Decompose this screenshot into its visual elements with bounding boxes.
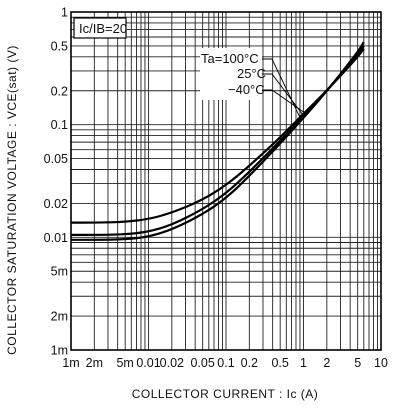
series-label-minus-40: −40°C: [228, 82, 265, 97]
series-label-ta-100: Ta=100°C: [201, 51, 259, 66]
x-tick-label: 0.5: [271, 356, 288, 370]
y-tick-label: 0.05: [44, 152, 68, 166]
leader-line-0: [262, 58, 301, 118]
x-tick-label: 5: [354, 356, 361, 370]
series-label-background: [200, 48, 262, 100]
x-axis-label: COLLECTOR CURRENT : Ic (A): [132, 387, 319, 401]
x-tick-label: 2m: [86, 356, 103, 370]
y-tick-label: 0.2: [51, 84, 68, 98]
x-tick-labels: 1m 2m 5m 0.010.02 0.05 0.1 0.2 0.5 1 2 5 10: [62, 356, 388, 370]
x-tick-label: 2: [323, 356, 330, 370]
x-tick-label: 5m: [116, 356, 133, 370]
x-tick-label: 0.02: [160, 356, 184, 370]
y-tick-labels: 1 0.5 0.2 0.1 0.05 0.02 0.01 5m 2m 1m: [44, 6, 68, 358]
y-tick-label: 0.01: [44, 231, 68, 245]
y-tick-label: 1: [61, 6, 68, 20]
x-tick-label: 0.1: [217, 356, 234, 370]
y-tick-label: 0.02: [44, 197, 68, 211]
curves: [71, 41, 365, 241]
condition-label: Ic/IB=20: [79, 21, 127, 36]
x-tick-label: 0.2: [241, 356, 258, 370]
x-tick-label: 0.01: [136, 356, 160, 370]
x-tick-label: 1: [300, 356, 307, 370]
x-tick-label: 0.05: [190, 356, 214, 370]
y-tick-label: 0.5: [51, 39, 68, 53]
y-tick-label: 2m: [51, 310, 68, 324]
y-tick-label: 5m: [51, 265, 68, 279]
y-tick-label: 0.1: [51, 118, 68, 132]
y-tick-label: 1m: [51, 344, 68, 358]
series-line-2: [71, 41, 365, 241]
x-tick-label: 1m: [62, 356, 79, 370]
series-label-25: 25°C: [237, 66, 266, 81]
series-label-leaders: [262, 58, 307, 118]
grid: [71, 12, 381, 350]
plot-frame: [70, 11, 382, 351]
x-tick-label: 10: [374, 356, 388, 370]
leader-line-2: [262, 89, 307, 115]
leader-line-1: [262, 73, 304, 116]
condition-box: [73, 17, 127, 39]
y-axis-label: COLLECTOR SATURATION VOLTAGE : VCE(sat) …: [5, 45, 19, 355]
